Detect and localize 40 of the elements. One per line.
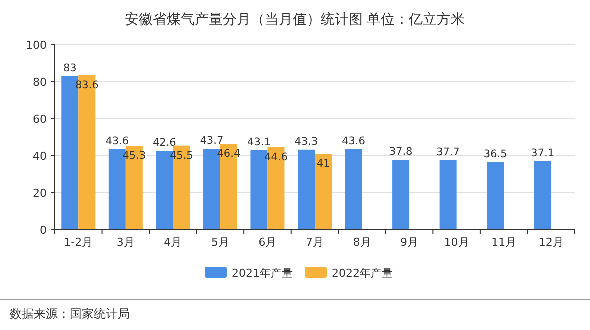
data-label: 43.7	[200, 135, 224, 148]
data-label: 37.8	[389, 146, 413, 158]
x-tick-label: 10月	[444, 236, 470, 249]
bar	[392, 160, 410, 230]
y-tick-label: 40	[33, 150, 47, 163]
y-tick-label: 20	[33, 187, 47, 200]
data-label: 41	[316, 158, 330, 170]
legend-label: 2021年产量	[232, 267, 293, 280]
data-label: 43.6	[106, 135, 130, 148]
data-label: 43.3	[294, 136, 318, 148]
y-tick-label: 100	[26, 39, 47, 52]
data-label: 37.7	[436, 146, 460, 158]
bar	[487, 162, 504, 230]
x-tick-label: 7月	[306, 236, 324, 249]
y-tick-label: 0	[40, 224, 47, 237]
source-note: 数据来源：国家统计局	[10, 307, 130, 321]
x-tick-label: 3月	[116, 236, 135, 249]
y-tick-label: 80	[33, 76, 47, 89]
x-tick-label: 5月	[211, 236, 230, 249]
data-label: 43.6	[342, 135, 366, 148]
x-tick-label: 8月	[353, 236, 372, 249]
bar	[345, 149, 362, 230]
x-tick-label: 9月	[400, 236, 419, 249]
legend-label: 2022年产量	[332, 267, 393, 280]
chart-title: 安徽省煤气产量分月（当月值）统计图 单位：亿立方米	[124, 12, 466, 28]
x-tick-label: 4月	[164, 236, 182, 249]
y-tick-label: 60	[33, 113, 47, 126]
data-label: 83	[63, 62, 77, 74]
bar	[440, 160, 457, 230]
x-tick-label: 12月	[538, 236, 564, 249]
bar	[315, 154, 332, 230]
x-tick-label: 6月	[258, 236, 277, 249]
data-label: 42.6	[152, 137, 177, 150]
bar	[534, 161, 552, 230]
data-label: 36.5	[484, 148, 508, 160]
x-tick-label: 1-2月	[64, 236, 94, 249]
bar	[298, 150, 315, 230]
data-label: 37.1	[531, 147, 555, 160]
x-tick-label: 11月	[492, 236, 517, 249]
data-label: 43.1	[248, 136, 271, 148]
